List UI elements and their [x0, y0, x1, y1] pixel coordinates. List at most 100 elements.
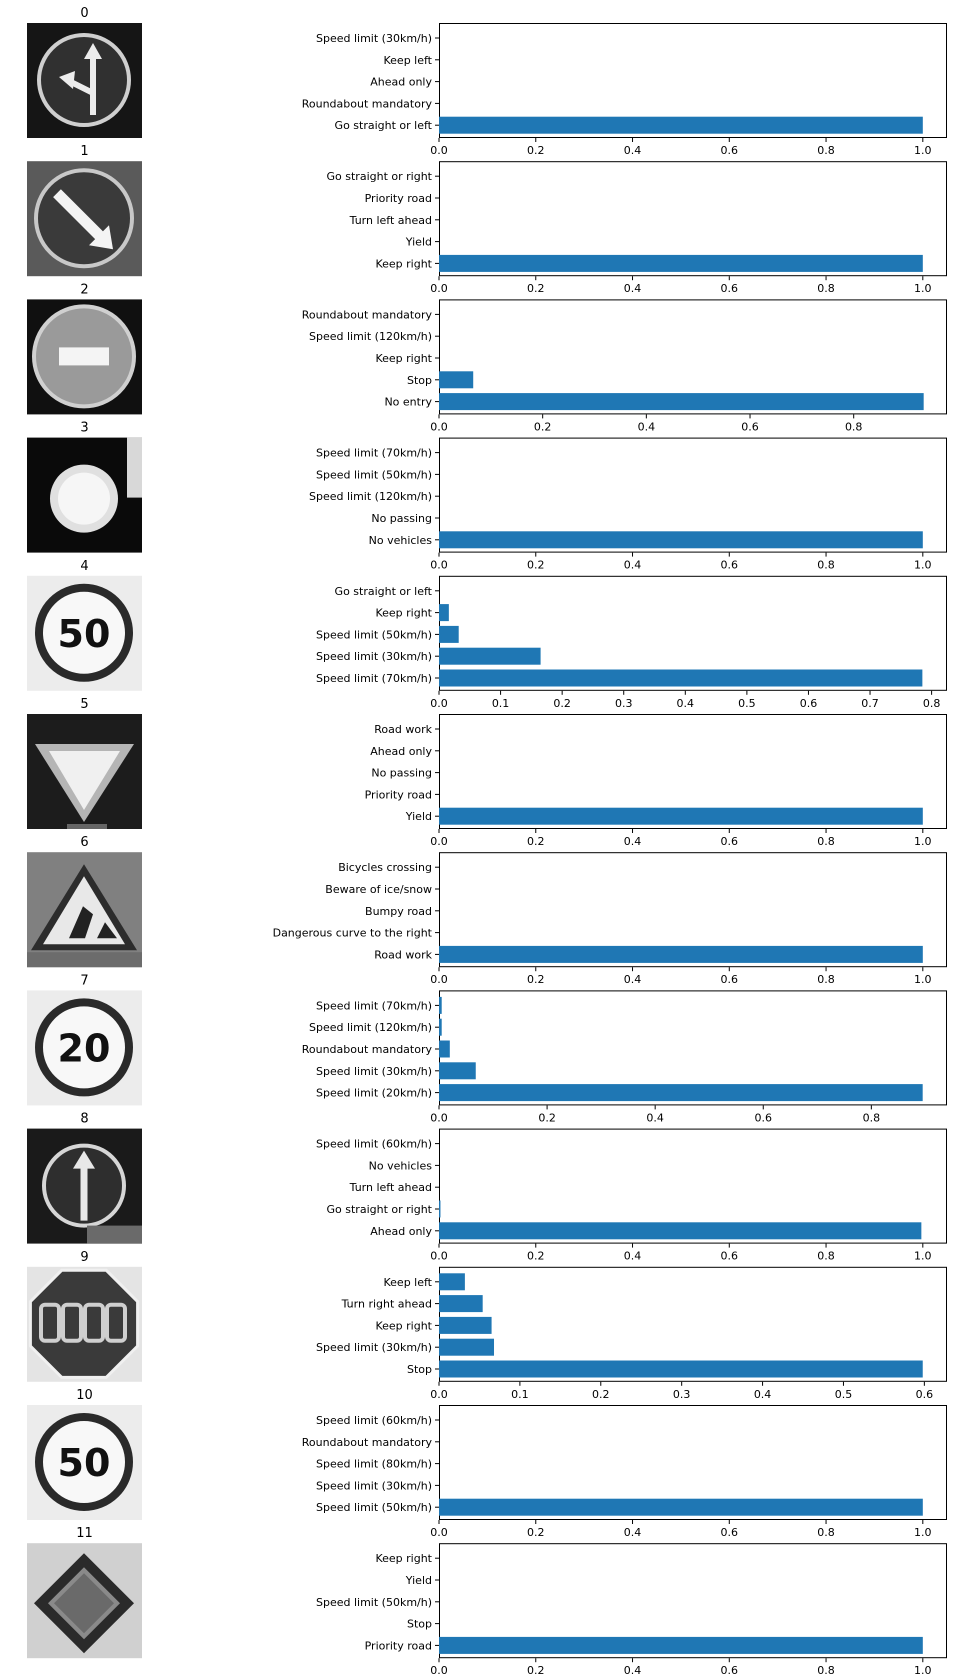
x-tick-label: 0.4 [624, 1664, 642, 1677]
speed-limit-20-sign-icon: 20 [27, 990, 142, 1106]
subplot-title: 0 [80, 6, 88, 21]
category-label: Keep right [375, 607, 432, 620]
x-tick-label: 1.0 [914, 1664, 932, 1677]
category-label: Dangerous curve to the right [273, 927, 433, 940]
x-tick-label: 0.0 [430, 1388, 448, 1401]
category-label: Road work [374, 723, 432, 736]
category-label: Go straight or right [327, 170, 433, 183]
x-tick-label: 0.4 [624, 973, 642, 986]
x-tick-label: 0.1 [511, 1388, 529, 1401]
x-tick-label: 0.8 [817, 835, 835, 848]
category-label: No vehicles [369, 1159, 433, 1172]
probability-bar [439, 1273, 465, 1291]
category-label: Speed limit (120km/h) [309, 490, 432, 503]
probability-bar [439, 945, 923, 963]
probability-bar [439, 625, 459, 643]
subplot-title: 3 [80, 421, 88, 436]
x-tick-label: 0.8 [817, 1526, 835, 1539]
x-tick-label: 0.4 [754, 1388, 772, 1401]
no-entry-sign-icon [27, 299, 142, 415]
x-tick-label: 0.2 [527, 1526, 545, 1539]
probability-bar [439, 1040, 450, 1058]
subplot-title: 1 [80, 144, 88, 159]
road-work-sign-icon [27, 852, 142, 968]
x-tick-label: 0.0 [430, 1526, 448, 1539]
probability-bar [439, 1338, 495, 1356]
category-label: Roundabout mandatory [302, 1043, 433, 1056]
category-label: Stop [407, 1363, 432, 1376]
x-tick-label: 0.1 [492, 697, 510, 710]
x-tick-label: 0.5 [835, 1388, 853, 1401]
x-tick-label: 0.0 [430, 559, 448, 572]
category-label: Speed limit (30km/h) [316, 1341, 432, 1354]
category-label: Keep right [375, 352, 432, 365]
category-label: No passing [371, 767, 432, 780]
category-label: Speed limit (30km/h) [316, 1479, 432, 1492]
x-tick-label: 0.2 [527, 973, 545, 986]
x-tick-label: 0.4 [677, 697, 695, 710]
subplot-title: 5 [80, 697, 88, 712]
category-label: Turn left ahead [349, 1181, 432, 1194]
stop-sign-icon: ■■■■ [27, 1266, 142, 1382]
x-tick-label: 0.6 [755, 1111, 773, 1124]
x-tick-label: 0.6 [721, 559, 739, 572]
svg-text:20: 20 [58, 1026, 111, 1070]
x-tick-label: 0.0 [430, 1111, 448, 1124]
x-tick-label: 0.5 [738, 697, 756, 710]
x-tick-label: 0.4 [638, 420, 656, 433]
svg-text:50: 50 [58, 1441, 111, 1485]
category-label: Road work [374, 948, 432, 961]
x-tick-label: 0.8 [923, 697, 941, 710]
category-label: Ahead only [370, 76, 432, 89]
yield-sign-icon [27, 714, 142, 829]
keep-right-sign-icon [27, 161, 142, 277]
category-label: Speed limit (50km/h) [316, 1596, 432, 1609]
x-tick-label: 0.6 [721, 282, 739, 295]
x-tick-label: 0.2 [527, 559, 545, 572]
x-tick-label: 0.8 [817, 144, 835, 157]
category-label: Bicycles crossing [338, 861, 432, 874]
x-tick-label: 1.0 [914, 1526, 932, 1539]
probability-bar [439, 371, 474, 389]
subplot-title: 8 [80, 1112, 88, 1127]
category-label: Speed limit (120km/h) [309, 330, 432, 343]
x-tick-label: 0.7 [861, 697, 879, 710]
probability-bar [439, 1636, 923, 1654]
probability-bar [439, 1200, 441, 1218]
x-tick-label: 0.2 [527, 1250, 545, 1263]
probability-bar [439, 393, 924, 411]
category-label: Speed limit (30km/h) [316, 32, 432, 45]
probability-bar [439, 1316, 492, 1334]
category-label: Roundabout mandatory [302, 308, 433, 321]
probability-bar [439, 604, 449, 622]
speed-limit-50-sign-icon: 50 [27, 1405, 142, 1520]
x-tick-label: 0.4 [624, 282, 642, 295]
x-tick-label: 0.2 [553, 697, 571, 710]
svg-text:50: 50 [58, 612, 111, 656]
x-tick-label: 0.0 [430, 973, 448, 986]
subplot-title: 7 [80, 973, 88, 988]
x-tick-label: 0.4 [624, 1250, 642, 1263]
probability-bar [439, 1295, 483, 1313]
x-tick-label: 0.6 [741, 420, 759, 433]
x-tick-label: 0.0 [430, 697, 448, 710]
probability-bar [439, 1018, 442, 1036]
x-tick-label: 0.8 [817, 282, 835, 295]
probability-bar [439, 531, 923, 549]
x-tick-label: 0.2 [527, 144, 545, 157]
x-tick-label: 0.2 [538, 1111, 556, 1124]
category-label: Yield [405, 236, 432, 249]
x-tick-label: 0.6 [721, 144, 739, 157]
priority-road-sign-icon [27, 1543, 142, 1659]
category-label: Speed limit (50km/h) [316, 628, 432, 641]
category-label: Speed limit (50km/h) [316, 1501, 432, 1514]
x-tick-label: 0.8 [863, 1111, 881, 1124]
probability-bar [439, 1062, 476, 1080]
x-tick-label: 0.2 [527, 1664, 545, 1677]
x-tick-label: 0.2 [527, 282, 545, 295]
x-tick-label: 0.6 [721, 1250, 739, 1263]
category-label: Yield [405, 810, 432, 823]
x-tick-label: 1.0 [914, 973, 932, 986]
